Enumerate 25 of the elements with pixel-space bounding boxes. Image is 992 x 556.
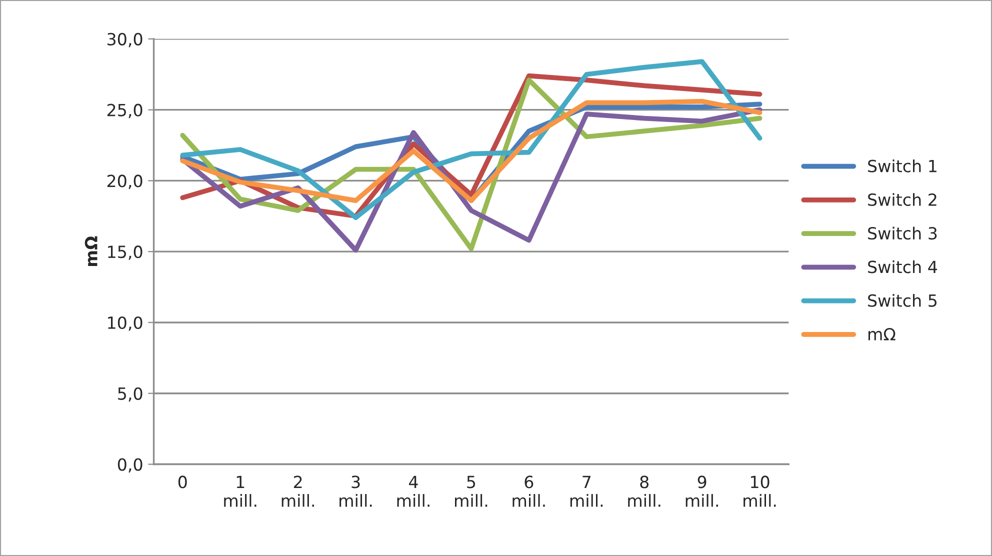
y-tick-label: 5,0 [118,387,142,402]
x-tick-label: 6 mill. [512,476,545,507]
x-tick-label: 2 mill. [282,476,314,507]
legend-label: mΩ [868,328,896,340]
y-tick-label: 25,0 [107,104,142,118]
x-tick-label: 1 mill. [224,476,256,507]
x-tick-label: 0 [178,476,187,488]
x-tick-label: 4 mill. [397,476,430,507]
y-tick-label: 15,0 [108,246,142,260]
legend-label: Switch 3 [868,226,937,240]
y-tick-label: 10,0 [108,316,142,331]
x-tick-label: 5 mill. [455,476,488,507]
legend-label: Switch 5 [868,294,937,307]
x-tick-label: 7 mill. [570,476,603,507]
x-tick-label: 10 mill. [744,476,776,507]
x-tick-label: 8 mill. [628,476,660,507]
y-tick-label: 30,0 [108,32,142,48]
legend-label: Switch 1 [868,159,936,172]
y-axis-title: mΩ [84,236,98,266]
y-tick-label: 0,0 [118,458,142,473]
legend-label: Switch 4 [868,260,938,274]
x-tick-label: 3 mill. [340,476,372,507]
y-tick-label: 20,0 [107,174,142,189]
legend-label: Switch 2 [868,193,936,206]
x-tick-label: 9 mill. [686,476,718,507]
